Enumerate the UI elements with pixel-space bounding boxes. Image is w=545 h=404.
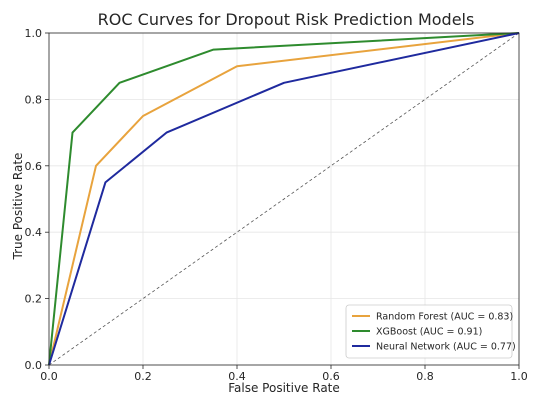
y-tick-label: 0.6 — [25, 160, 43, 173]
y-tick-label: 0.4 — [25, 226, 43, 239]
x-tick-label: 0.2 — [134, 370, 152, 383]
reference-diagonal — [48, 32, 520, 366]
series-lines — [48, 32, 520, 366]
y-axis-title: True Positive Rate — [11, 153, 25, 261]
series-line-2 — [48, 32, 520, 366]
plot-frame — [48, 32, 520, 366]
x-tick-label: 0.6 — [322, 370, 340, 383]
y-tick-label: 0.0 — [25, 359, 43, 372]
series-line-1 — [48, 32, 520, 366]
x-tick-label: 0.4 — [228, 370, 246, 383]
legend: Random Forest (AUC = 0.83) XGBoost (AUC =… — [345, 304, 516, 359]
y-tick-label: 0.2 — [25, 293, 43, 306]
axis-ticks: 0.0 0.2 0.4 0.6 0.8 1.0 0.0 0.2 0.4 0.6 0.8 1.0 — [25, 27, 528, 383]
series-line-0 — [48, 32, 520, 366]
legend-label-0: Random Forest (AUC = 0.83) — [376, 312, 513, 323]
legend-box — [345, 304, 513, 359]
y-tick-label: 1.0 — [25, 27, 43, 40]
x-tick-label: 1.0 — [510, 370, 528, 383]
legend-label-2: Neural Network (AUC = 0.77) — [376, 342, 516, 353]
x-tick-label: 0.0 — [40, 370, 58, 383]
reference-diagonal-line — [48, 32, 520, 366]
chart-title: ROC Curves for Dropout Risk Prediction M… — [98, 10, 475, 29]
legend-label-1: XGBoost (AUC = 0.91) — [376, 327, 482, 338]
x-axis-title: False Positive Rate — [228, 381, 340, 395]
x-tick-label: 0.8 — [416, 370, 434, 383]
y-tick-label: 0.8 — [25, 93, 43, 106]
